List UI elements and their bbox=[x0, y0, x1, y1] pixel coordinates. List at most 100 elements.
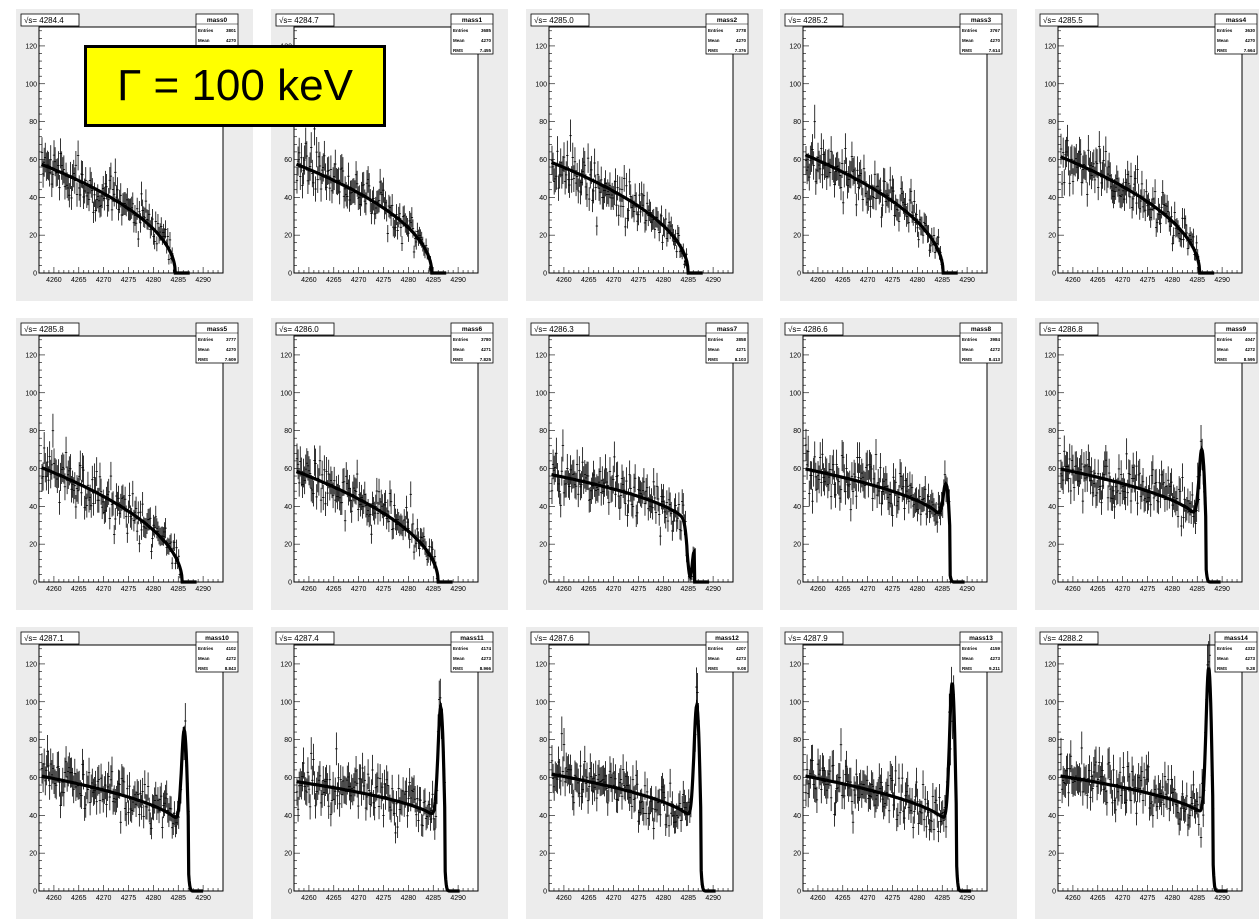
stats-mean-value: 4273 bbox=[736, 656, 747, 661]
x-tick-label: 4270 bbox=[96, 895, 112, 902]
histogram-svg: √s= 4286.8 mass9 Entries 4047 Mean 4272 RMS 8.5… bbox=[1039, 322, 1258, 593]
x-tick-label: 4265 bbox=[835, 586, 851, 593]
x-tick-label: 4280 bbox=[401, 586, 417, 593]
y-tick-label: 0 bbox=[1052, 580, 1056, 587]
title-box bbox=[784, 631, 844, 645]
y-tick-label: 80 bbox=[29, 119, 37, 126]
x-tick-label: 4280 bbox=[656, 586, 672, 593]
panel-title: √s= 4285.8 bbox=[24, 325, 64, 334]
x-tick-label: 4290 bbox=[959, 586, 975, 593]
histogram-panel-mass7: √s= 4286.3 mass7 Entries 3858 Mean 4271 RMS 8.1… bbox=[526, 318, 763, 610]
y-tick-label: 0 bbox=[33, 580, 37, 587]
title-box bbox=[784, 13, 844, 27]
x-tick-label: 4285 bbox=[680, 586, 696, 593]
title-box bbox=[275, 322, 335, 336]
x-tick-label: 4280 bbox=[146, 895, 162, 902]
stats-entries-label: Entries bbox=[708, 337, 724, 342]
x-tick-label: 4270 bbox=[351, 895, 367, 902]
data-points bbox=[1059, 124, 1213, 274]
stats-mean-value: 4273 bbox=[481, 656, 492, 661]
histogram-svg: √s= 4286.6 mass8 Entries 3984 Mean 4272 RMS 8.4… bbox=[784, 322, 1003, 593]
stats-rms-value: 8.966 bbox=[480, 666, 492, 671]
stats-mean-label: Mean bbox=[962, 656, 974, 661]
stats-rms-label: RMS bbox=[708, 48, 718, 53]
stats-mean-value: 4270 bbox=[226, 38, 237, 43]
stats-mean-label: Mean bbox=[1217, 347, 1229, 352]
stats-rms-label: RMS bbox=[1217, 48, 1227, 53]
plot-frame bbox=[38, 335, 224, 583]
y-tick-label: 100 bbox=[25, 81, 37, 88]
stats-entries-value: 3778 bbox=[736, 28, 747, 33]
data-points bbox=[550, 667, 714, 892]
y-tick-label: 20 bbox=[284, 542, 292, 549]
y-tick-label: 40 bbox=[539, 813, 547, 820]
stats-rms-value: 7.455 bbox=[480, 48, 492, 53]
y-tick-label: 40 bbox=[29, 504, 37, 511]
x-tick-label: 4260 bbox=[556, 277, 572, 284]
y-tick-label: 60 bbox=[29, 775, 37, 782]
x-tick-label: 4290 bbox=[1214, 277, 1230, 284]
y-tick-label: 100 bbox=[535, 699, 547, 706]
stats-mean-value: 4270 bbox=[1245, 38, 1256, 43]
x-tick-label: 4280 bbox=[656, 895, 672, 902]
y-tick-label: 120 bbox=[789, 43, 801, 50]
data-points bbox=[804, 104, 956, 274]
x-tick-label: 4285 bbox=[934, 895, 950, 902]
data-points bbox=[295, 112, 445, 274]
y-tick-label: 120 bbox=[789, 352, 801, 359]
stats-box bbox=[959, 13, 1003, 55]
title-box bbox=[20, 322, 80, 336]
stats-mean-value: 4271 bbox=[481, 347, 492, 352]
x-tick-label: 4260 bbox=[810, 586, 826, 593]
panel-title: √s= 4284.7 bbox=[279, 16, 319, 25]
y-tick-label: 120 bbox=[280, 352, 292, 359]
x-tick-label: 4290 bbox=[1214, 586, 1230, 593]
y-tick-label: 120 bbox=[25, 352, 37, 359]
stats-rms-label: RMS bbox=[708, 357, 718, 362]
x-tick-label: 4260 bbox=[1065, 586, 1081, 593]
stats-mean-label: Mean bbox=[198, 347, 210, 352]
panel-title: √s= 4284.4 bbox=[24, 16, 64, 25]
x-tick-label: 4270 bbox=[606, 586, 622, 593]
x-tick-label: 4280 bbox=[1165, 586, 1181, 593]
stats-entries-label: Entries bbox=[198, 337, 214, 342]
fit-curve bbox=[295, 162, 447, 275]
stats-box bbox=[450, 631, 494, 673]
histogram-svg: √s= 4285.2 mass3 Entries 3767 Mean 4270 RMS 7.6… bbox=[784, 13, 1003, 284]
plot-frame bbox=[293, 335, 479, 583]
histogram-panel-mass8: √s= 4286.6 mass8 Entries 3984 Mean 4272 RMS 8.4… bbox=[780, 318, 1017, 610]
stats-entries-value: 3630 bbox=[1245, 28, 1256, 33]
x-tick-label: 4290 bbox=[959, 277, 975, 284]
stats-mean-label: Mean bbox=[453, 38, 465, 43]
histogram-svg: √s= 4285.0 mass2 Entries 3778 Mean 4270 RMS 7.3… bbox=[530, 13, 749, 284]
x-tick-label: 4285 bbox=[934, 277, 950, 284]
histogram-name: mass4 bbox=[1226, 17, 1247, 24]
y-tick-label: 60 bbox=[1048, 157, 1056, 164]
data-points bbox=[295, 678, 458, 892]
stats-entries-value: 3801 bbox=[226, 28, 237, 33]
stats-box bbox=[195, 631, 239, 673]
y-tick-label: 40 bbox=[539, 504, 547, 511]
y-tick-label: 100 bbox=[1044, 81, 1056, 88]
stats-entries-value: 4047 bbox=[1245, 337, 1256, 342]
stats-entries-label: Entries bbox=[962, 337, 978, 342]
x-tick-label: 4265 bbox=[581, 277, 597, 284]
histogram-name: mass8 bbox=[971, 326, 992, 333]
stats-rms-value: 8.595 bbox=[1244, 357, 1256, 362]
x-tick-label: 4270 bbox=[1115, 586, 1131, 593]
stats-entries-label: Entries bbox=[708, 646, 724, 651]
x-tick-label: 4260 bbox=[556, 586, 572, 593]
histogram-svg: √s= 4287.9 mass13 Entries 4159 Mean 4273 RMS 9.… bbox=[784, 631, 1003, 902]
stats-mean-label: Mean bbox=[962, 347, 974, 352]
y-tick-label: 60 bbox=[284, 157, 292, 164]
x-tick-label: 4260 bbox=[301, 277, 317, 284]
stats-mean-value: 4271 bbox=[736, 347, 747, 352]
y-tick-label: 0 bbox=[288, 889, 292, 896]
y-tick-label: 100 bbox=[25, 390, 37, 397]
y-tick-label: 20 bbox=[1048, 542, 1056, 549]
y-tick-label: 100 bbox=[789, 81, 801, 88]
x-tick-label: 4260 bbox=[301, 586, 317, 593]
y-tick-label: 120 bbox=[25, 43, 37, 50]
histogram-svg: √s= 4287.1 mass10 Entries 4102 Mean 4272 RMS 8.… bbox=[20, 631, 239, 902]
